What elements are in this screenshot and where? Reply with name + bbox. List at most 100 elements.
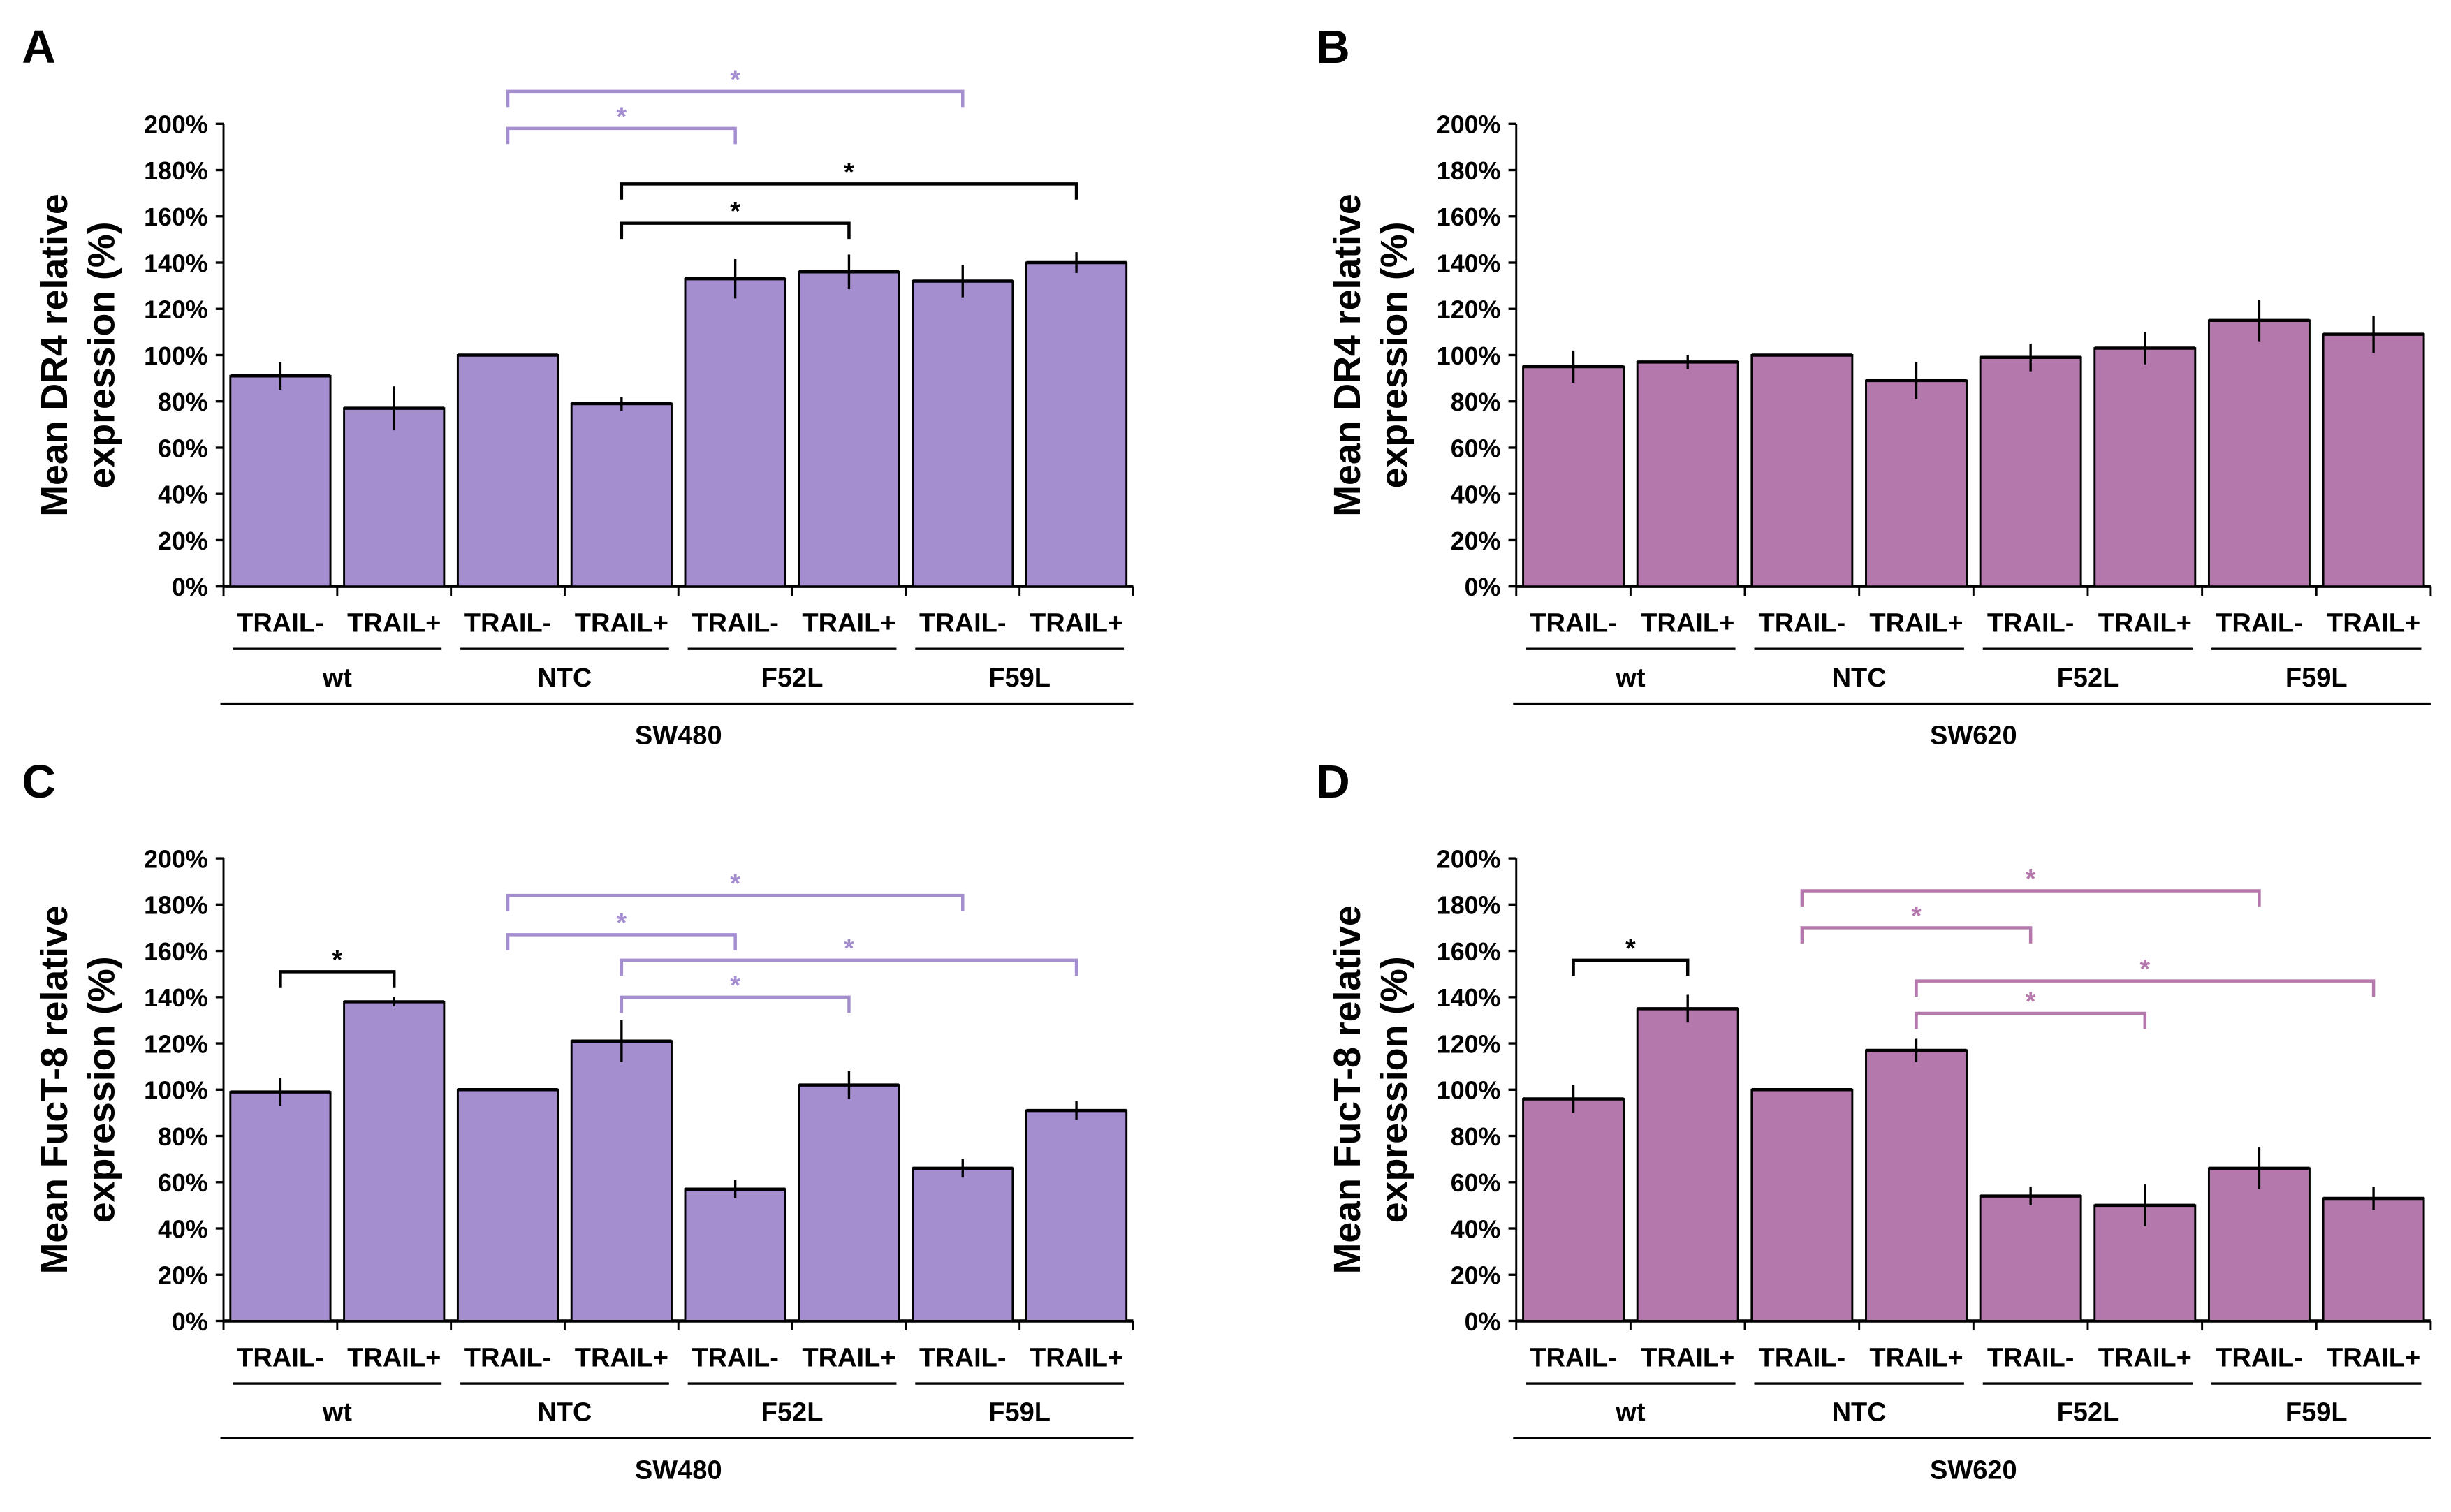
bar (1522, 1098, 1625, 1322)
group-label: F52L (2057, 663, 2119, 693)
significance-star: * (730, 65, 740, 94)
x-tick-label: TRAIL- (464, 609, 552, 638)
panel-d: D Mean FucT-8 relative expression (%) 0% 20%… (1316, 756, 2432, 1485)
x-tick-label: TRAIL+ (575, 609, 668, 638)
x-tick-label: TRAIL- (464, 1343, 552, 1372)
group-label: NTC (1832, 1398, 1887, 1427)
bar (1522, 365, 1625, 588)
panel-a: A Mean DR4 relative expression (%) 0% 20% 40%… (22, 21, 1134, 751)
x-tick-label: TRAIL+ (2327, 609, 2420, 638)
bar (2207, 1167, 2311, 1322)
y-tick-label: 100% (144, 1077, 208, 1105)
significance-bracket (506, 893, 965, 911)
y-axis-label-line1: Mean FucT-8 relative (1326, 905, 1368, 1274)
x-tick-label: TRAIL+ (1641, 609, 1734, 638)
bar (798, 270, 900, 588)
y-tick-label: 120% (1437, 296, 1501, 324)
y-tick-label: 100% (1437, 1077, 1501, 1105)
x-tick-label: TRAIL+ (802, 609, 895, 638)
y-tick-label: 80% (158, 1123, 208, 1151)
bar (1025, 1109, 1128, 1322)
panel-letter: C (22, 756, 55, 808)
cell-line-label: SW480 (635, 721, 722, 751)
x-tick-label: TRAIL+ (575, 1343, 668, 1372)
significance-bracket (1915, 1011, 2147, 1029)
y-tick-label: 180% (1437, 157, 1501, 185)
group-label: F59L (988, 663, 1051, 693)
significance-bracket (620, 182, 1078, 200)
significance-bracket (1572, 958, 1690, 976)
significance-bracket (620, 221, 851, 240)
y-axis-label-line2: expression (%) (1373, 222, 1415, 489)
y-axis-label-line1: Mean DR4 relative (34, 193, 75, 517)
x-tick-label: TRAIL+ (2327, 1343, 2420, 1372)
x-tick-label: TRAIL- (1530, 609, 1617, 638)
y-tick-label: 20% (158, 1262, 208, 1290)
significance-bracket (506, 89, 965, 108)
y-tick-label: 140% (144, 984, 208, 1012)
y-tick-label: 120% (144, 296, 208, 324)
group-label: NTC (1832, 663, 1887, 693)
y-tick-label: 180% (144, 892, 208, 920)
y-tick-label: 100% (1437, 342, 1501, 370)
significance-bracket (506, 933, 737, 950)
bar (229, 374, 332, 588)
y-tick-label: 200% (144, 111, 208, 139)
significance-star: * (844, 934, 854, 963)
group-label: F52L (761, 663, 824, 693)
cell-line-label: SW620 (1930, 721, 2017, 751)
bar (798, 1084, 900, 1322)
significance-star: * (616, 102, 627, 131)
y-tick-label: 20% (1451, 1262, 1501, 1290)
y-tick-label: 180% (144, 157, 208, 185)
y-tick-label: 0% (1465, 1308, 1501, 1336)
significance-bracket (1800, 889, 2261, 907)
y-axis-label-line2: expression (%) (80, 222, 122, 489)
x-tick-label: TRAIL+ (1869, 609, 1963, 638)
significance-bracket (1915, 979, 2376, 997)
y-tick-label: 180% (1437, 892, 1501, 920)
significance-star: * (730, 869, 740, 899)
y-tick-label: 0% (1465, 573, 1501, 601)
significance-star: * (2026, 865, 2036, 894)
y-tick-label: 60% (1451, 1169, 1501, 1197)
x-tick-label: TRAIL+ (2098, 1343, 2192, 1372)
bar (1865, 1049, 1968, 1322)
significance-bracket (506, 126, 737, 145)
bar (1979, 356, 2082, 588)
significance-star: * (730, 971, 740, 1000)
group-label: wt (322, 663, 353, 693)
group-label: F52L (2057, 1398, 2119, 1427)
y-tick-label: 200% (1437, 846, 1501, 874)
significance-star: * (616, 909, 627, 938)
y-tick-label: 0% (172, 1308, 208, 1336)
panel-c: C Mean FucT-8 relative expression (%) 0% 20%… (22, 756, 1134, 1485)
significance-bracket (1800, 926, 2033, 944)
bar (570, 1040, 673, 1322)
y-tick-label: 60% (1451, 434, 1501, 462)
x-tick-label: TRAIL+ (802, 1343, 895, 1372)
bar (229, 1091, 332, 1322)
x-tick-label: TRAIL+ (1641, 1343, 1734, 1372)
significance-star: * (844, 158, 854, 187)
x-tick-label: TRAIL+ (347, 1343, 441, 1372)
y-tick-label: 160% (1437, 203, 1501, 231)
x-tick-label: TRAIL- (692, 609, 779, 638)
x-tick-label: TRAIL- (1987, 609, 2075, 638)
y-axis-label-line1: Mean DR4 relative (1326, 193, 1368, 517)
significance-star: * (2026, 988, 2036, 1017)
bar (343, 1000, 446, 1322)
x-tick-label: TRAIL- (1759, 609, 1846, 638)
group-label: wt (1615, 1398, 1646, 1427)
bar (343, 407, 446, 588)
significance-bracket (279, 970, 396, 988)
significance-bracket (620, 995, 851, 1013)
x-tick-label: TRAIL- (237, 609, 324, 638)
bar (2322, 1197, 2425, 1322)
bar (456, 354, 559, 588)
panel-letter: A (22, 21, 55, 73)
y-tick-label: 60% (158, 434, 208, 462)
y-tick-label: 140% (1437, 249, 1501, 277)
bar (456, 1088, 559, 1322)
